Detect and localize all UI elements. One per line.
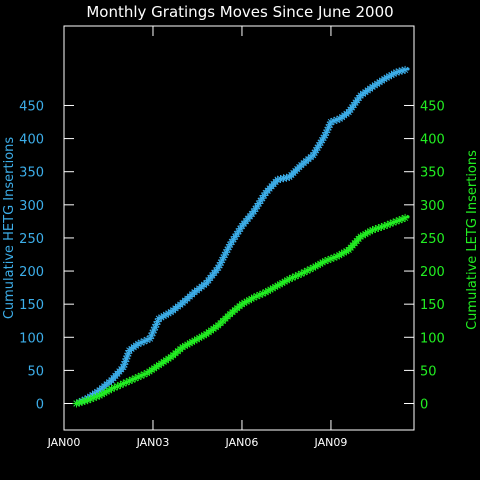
y-left-tick-label: 200 <box>19 265 44 280</box>
y-left-tick-label: 100 <box>19 331 44 346</box>
data-point-hetg <box>236 224 245 233</box>
x-tick-label: JAN06 <box>225 436 259 449</box>
x-tick-label: JAN03 <box>136 436 170 449</box>
y-axis-right: 0 50 100 150 200 250 300 350 400 450 <box>404 99 445 413</box>
data-point-letg <box>294 271 303 279</box>
data-point-end-letg <box>406 215 410 219</box>
series-group <box>72 65 410 408</box>
y-right-tick-label: 250 <box>420 232 445 247</box>
y-right-tick-label: 400 <box>420 133 445 148</box>
y-right-tick-label: 450 <box>420 99 445 114</box>
chart-title: Monthly Gratings Moves Since June 2000 <box>86 3 393 21</box>
x-tick-label: JAN09 <box>314 436 348 449</box>
y-left-tick-label: 350 <box>19 166 44 181</box>
data-point-hetg <box>382 73 391 82</box>
y-left-tick-label: 150 <box>19 298 44 313</box>
data-point-end-hetg <box>406 67 410 71</box>
y-right-tick-label: 300 <box>420 199 445 214</box>
y-left-tick-label: 300 <box>19 199 44 214</box>
x-tick-label: JAN00 <box>47 436 81 449</box>
y-left-tick-label: 450 <box>19 99 44 114</box>
y-left-tick-label: 250 <box>19 232 44 247</box>
x-axis: JAN00 JAN03 JAN06 JAN09 <box>47 26 348 449</box>
y-right-tick-label: 200 <box>420 265 445 280</box>
y-left-tick-label: 0 <box>36 398 44 413</box>
y-right-tick-label: 50 <box>420 364 437 379</box>
y-left-tick-label: 400 <box>19 133 44 148</box>
plot-frame <box>63 25 415 431</box>
y-axis-right-label: Cumulative LETG Insertions <box>465 150 480 330</box>
y-right-tick-label: 150 <box>420 298 445 313</box>
data-point-letg <box>145 367 154 376</box>
y-right-tick-label: 100 <box>420 331 445 346</box>
y-axis-left: 0 50 100 150 200 250 300 350 400 450 <box>19 99 74 413</box>
y-right-tick-label: 350 <box>420 166 445 181</box>
y-right-tick-label: 0 <box>420 398 428 413</box>
y-left-tick-label: 50 <box>27 364 44 379</box>
y-axis-left-label: Cumulative HETG Insertions <box>2 137 17 320</box>
series-line-letg <box>76 216 409 405</box>
data-point-letg <box>318 258 327 267</box>
data-point-letg <box>119 379 128 388</box>
data-point-hetg <box>282 173 291 182</box>
data-point-hetg <box>309 151 318 160</box>
